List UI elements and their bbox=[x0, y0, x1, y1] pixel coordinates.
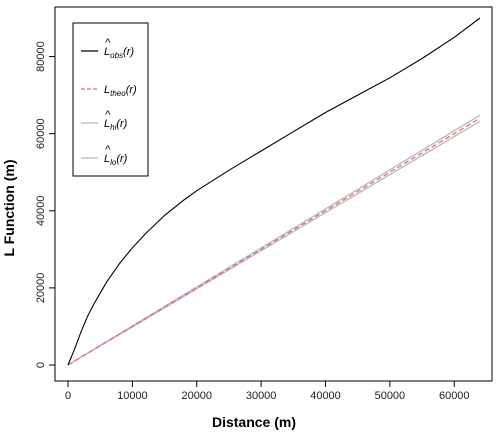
y-tick-label: 20000 bbox=[35, 273, 47, 304]
legend-label: Llo(r) bbox=[104, 153, 128, 167]
series-layer bbox=[67, 17, 481, 366]
x-tick-label: 40000 bbox=[310, 390, 341, 402]
x-axis: 0 10000 20000 30000 40000 50000 60000 bbox=[65, 381, 470, 402]
y-tick-label: 40000 bbox=[35, 195, 47, 226]
y-axis-title: L Function (m) bbox=[1, 160, 17, 257]
y-tick-label: 60000 bbox=[35, 118, 47, 149]
y-tick-label: 0 bbox=[35, 362, 47, 368]
x-tick-label: 50000 bbox=[375, 390, 406, 402]
legend: Lobs(r)^Ltheo(r)Lhi(r)^Llo(r)^ bbox=[72, 22, 149, 177]
x-tick-label: 60000 bbox=[439, 390, 470, 402]
legend-hat: ^ bbox=[105, 109, 111, 121]
y-axis: 0 20000 40000 60000 80000 bbox=[35, 41, 55, 368]
legend-label: Lhi(r) bbox=[104, 118, 128, 132]
legend-hat: ^ bbox=[105, 37, 111, 49]
series-line-theo bbox=[67, 117, 481, 366]
x-tick-label: 0 bbox=[65, 390, 71, 402]
x-tick-label: 30000 bbox=[246, 390, 277, 402]
legend-hat: ^ bbox=[105, 144, 111, 156]
legend-box bbox=[72, 22, 149, 177]
x-tick-label: 20000 bbox=[181, 390, 212, 402]
x-axis-title: Distance (m) bbox=[212, 414, 296, 430]
y-tick-label: 80000 bbox=[35, 41, 47, 72]
series-line-lo bbox=[67, 120, 481, 366]
plot-frame bbox=[54, 6, 493, 382]
x-tick-label: 10000 bbox=[117, 390, 148, 402]
series-line-obs bbox=[67, 17, 481, 366]
